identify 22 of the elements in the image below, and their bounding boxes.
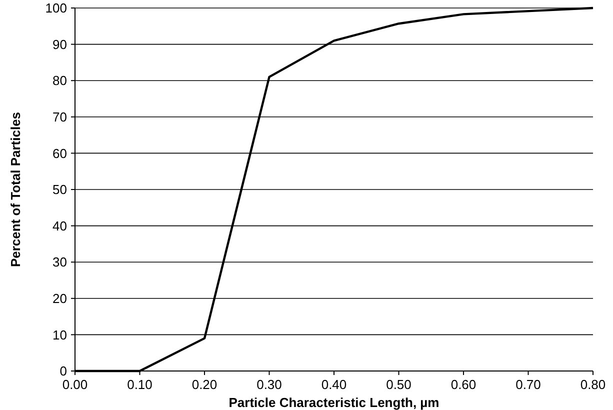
y-axis-title: Percent of Total Particles <box>8 112 23 268</box>
x-axis-title: Particle Characteristic Length, µm <box>228 395 440 410</box>
y-tick-label: 40 <box>52 218 67 234</box>
y-tick-label: 50 <box>52 182 67 198</box>
y-tick-label: 0 <box>60 364 67 379</box>
y-tick-label: 70 <box>52 109 67 124</box>
y-tick-label: 20 <box>52 290 67 306</box>
x-tick-label: 0.40 <box>321 377 347 392</box>
y-tick-label: 10 <box>52 327 67 342</box>
x-tick-label: 0.10 <box>127 377 152 392</box>
x-tick-label: 0.30 <box>256 377 282 392</box>
x-tick-label: 0.60 <box>450 377 476 392</box>
y-tick-label: 100 <box>45 0 67 16</box>
x-tick-label: 0.80 <box>580 377 606 392</box>
y-tick-label: 80 <box>52 73 67 88</box>
x-tick-label: 0.50 <box>386 377 412 392</box>
y-tick-label: 30 <box>52 254 67 270</box>
x-tick-label: 0.00 <box>62 377 88 392</box>
x-tick-label: 0.70 <box>516 377 541 392</box>
x-tick-label: 0.20 <box>192 377 218 392</box>
y-tick-label: 60 <box>52 146 67 161</box>
y-tick-label: 90 <box>52 36 67 52</box>
